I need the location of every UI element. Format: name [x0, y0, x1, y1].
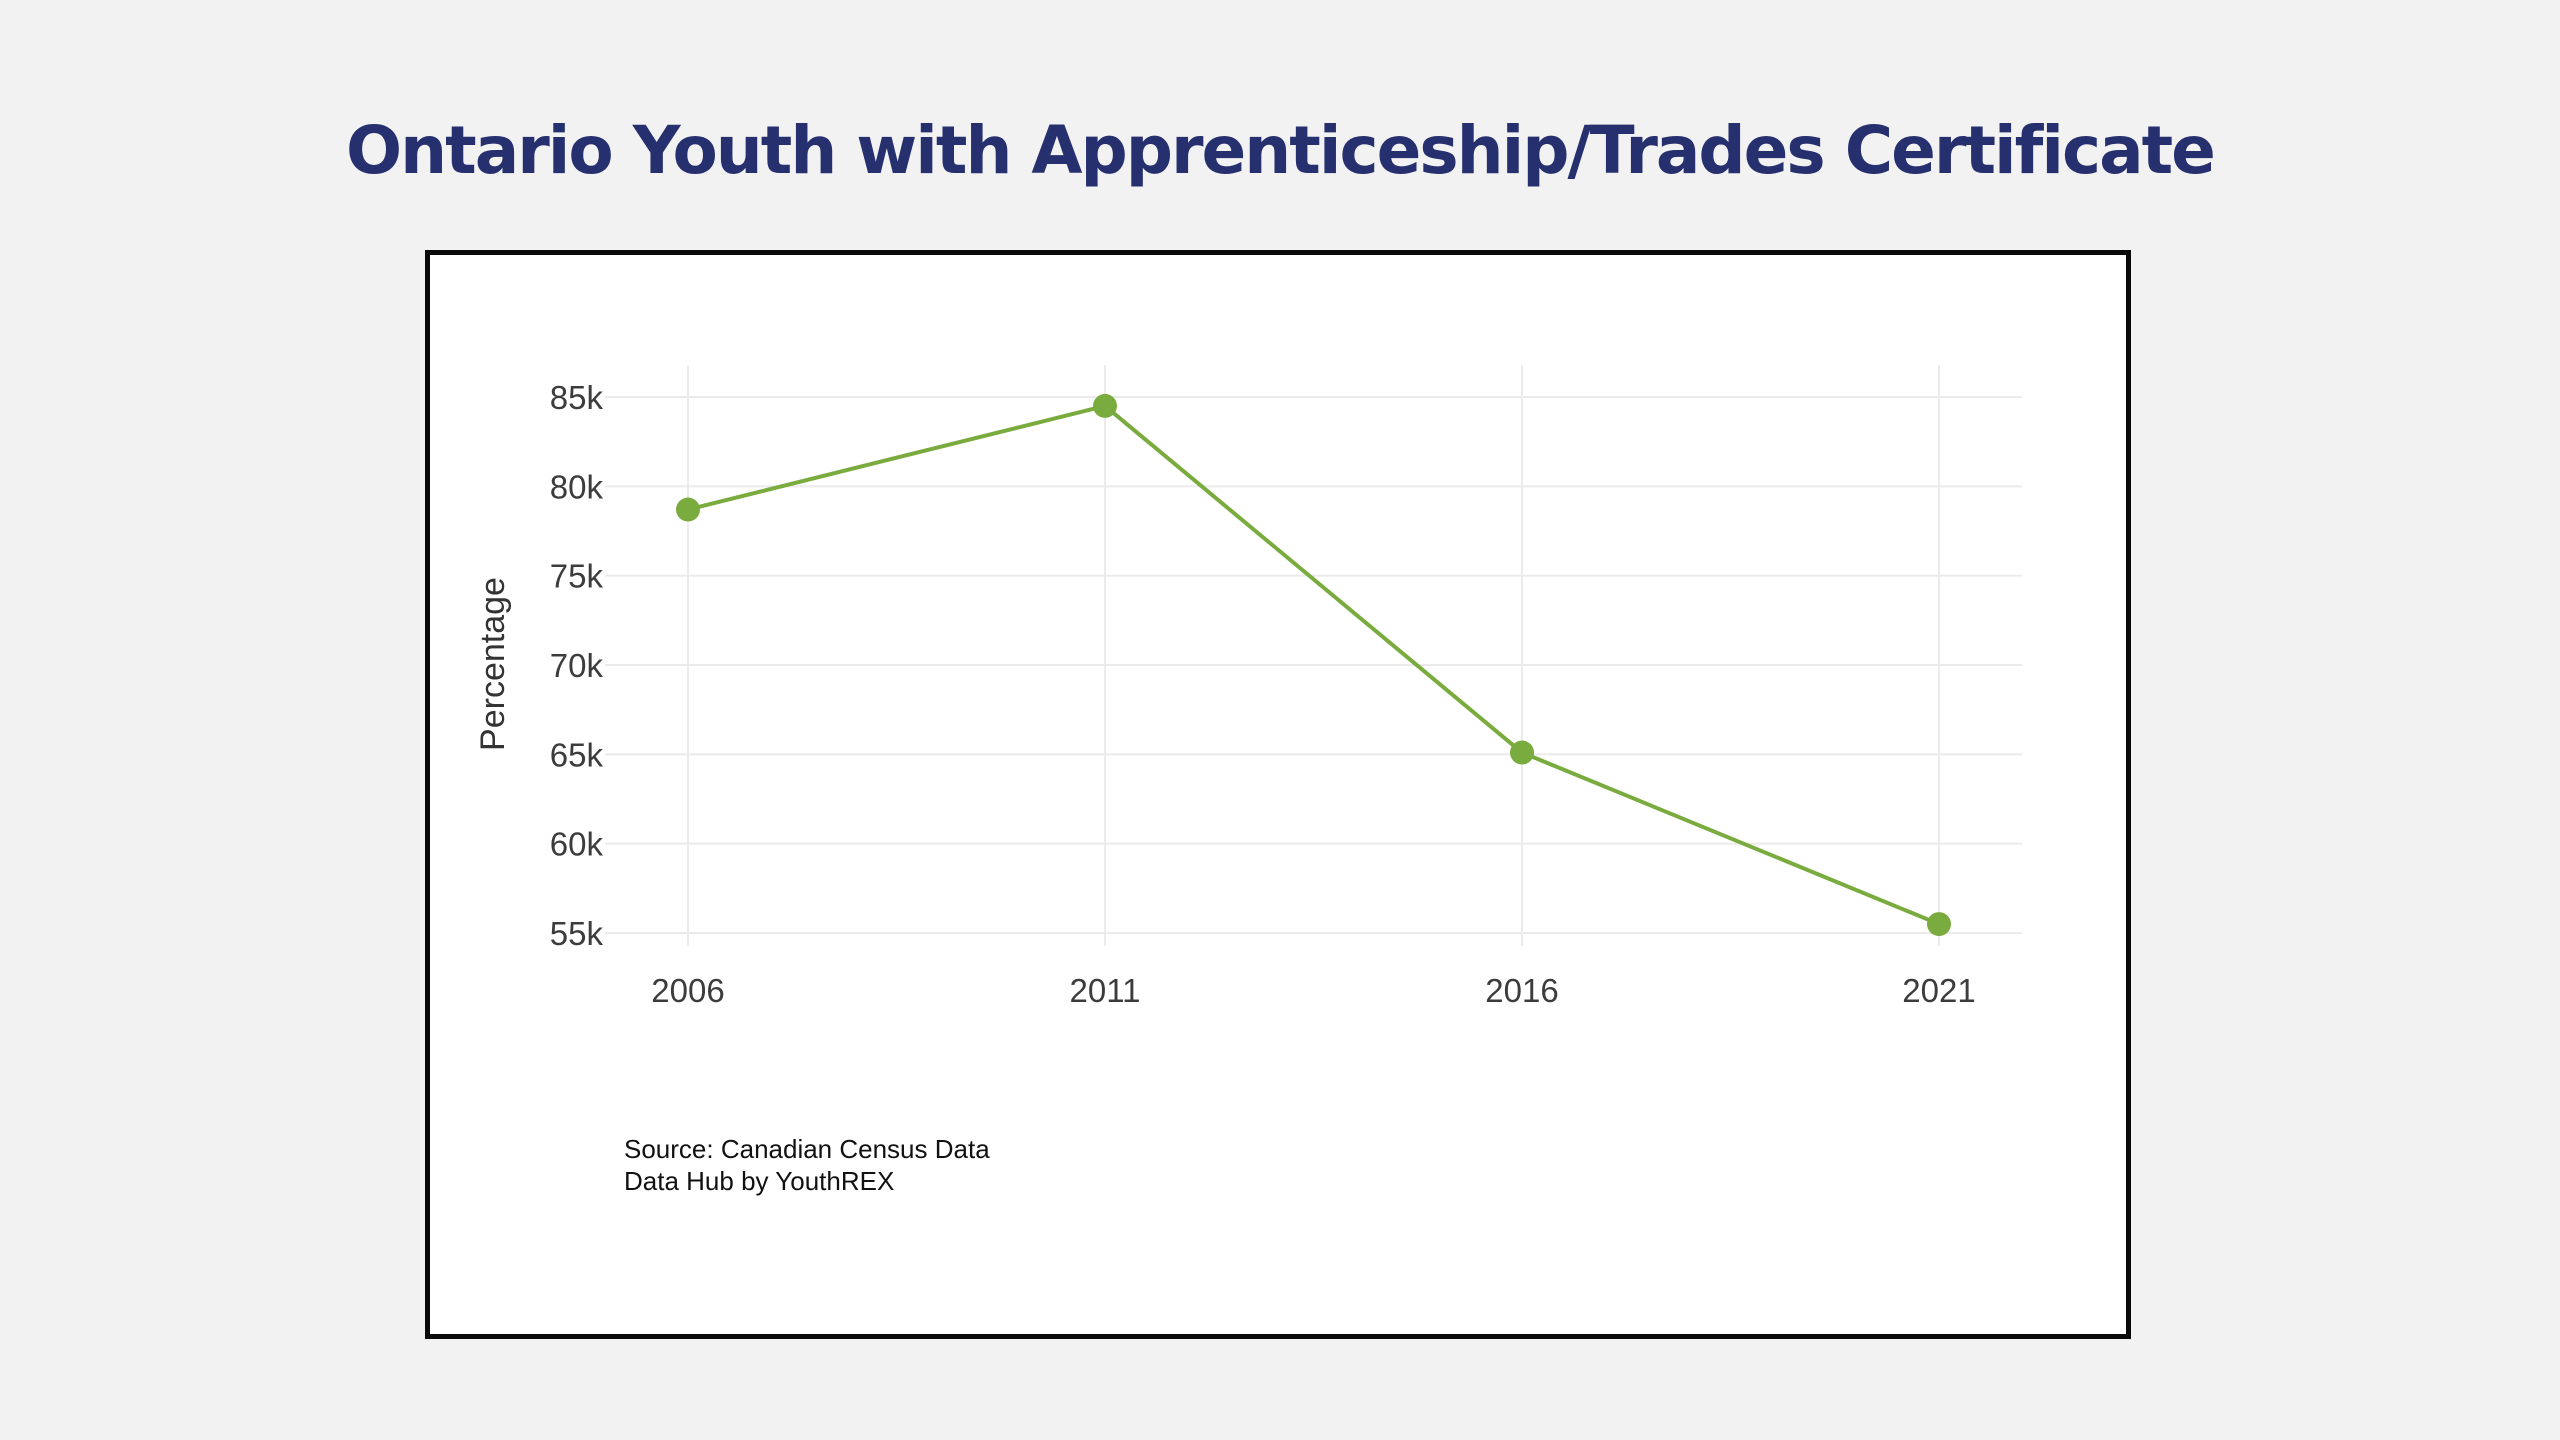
grid-lines [605, 365, 2022, 946]
page-title: Ontario Youth with Apprenticeship/Trades… [346, 112, 2216, 189]
data-point [1093, 393, 1117, 418]
x-tick-label: 2016 [1485, 972, 1558, 1009]
x-tick-label: 2011 [1070, 972, 1141, 1009]
chart-frame [425, 250, 2131, 1339]
y-tick-label: 75k [550, 558, 604, 595]
data-point [1927, 912, 1951, 937]
credit-line: Data Hub by YouthREX [624, 1166, 895, 1196]
y-tick-label: 65k [550, 736, 604, 773]
y-tick-label: 55k [550, 915, 604, 952]
y-tick-label: 80k [550, 468, 604, 505]
y-tick-label: 60k [550, 826, 604, 863]
data-point [676, 497, 700, 522]
x-tick-label: 2006 [651, 972, 724, 1009]
data-point [1510, 740, 1534, 765]
axis-tick-labels: 55k 60k 65k 70k 75k 80k 85k 2006 2011 2016 2021 [550, 379, 1976, 1009]
y-tick-label: 70k [550, 647, 604, 684]
x-tick-label: 2021 [1902, 972, 1975, 1009]
source-note: Source: Canadian Census Data Data Hub by… [624, 1133, 990, 1197]
y-axis-title: Percentage [474, 577, 512, 751]
y-tick-label: 85k [550, 379, 604, 416]
series-line-path [687, 403, 1940, 926]
series-line [676, 393, 1951, 937]
source-line: Source: Canadian Census Data [624, 1134, 990, 1164]
